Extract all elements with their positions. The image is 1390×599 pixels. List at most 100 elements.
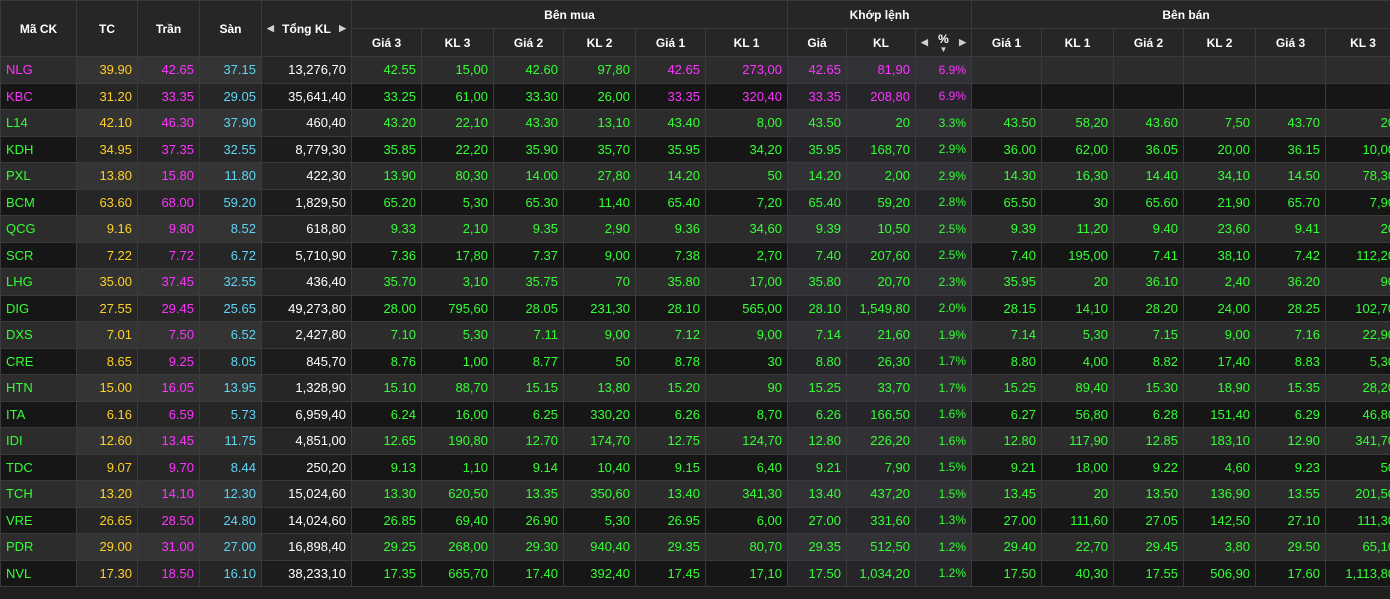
total-volume-cell: 422,30 <box>261 162 352 190</box>
header-sell-col[interactable]: KL 1 <box>1041 28 1115 57</box>
ask-volume-cell: 24,00 <box>1183 294 1257 322</box>
header-match-pct[interactable]: ◀ % ▼ ▶ <box>914 28 973 57</box>
ask-volume-cell: 506,90 <box>1183 559 1257 587</box>
header-sell-col[interactable]: Giá 1 <box>971 28 1043 57</box>
bid-volume-cell: 80,70 <box>705 533 788 561</box>
floor-price-cell: 37.15 <box>199 56 262 84</box>
ask-price-cell: 7.15 <box>1113 321 1185 349</box>
table-row[interactable]: VRE 26.65 28.50 24.80 14,024,60 26.85 69,40 26.… <box>0 506 1390 534</box>
match-volume-cell: 26,30 <box>846 347 916 375</box>
total-volume-cell: 8,779,30 <box>261 135 352 163</box>
match-price-cell: 14.20 <box>787 162 847 190</box>
bid-price-cell: 7.38 <box>635 241 706 269</box>
ceiling-price-cell: 37.35 <box>137 135 200 163</box>
table-row[interactable]: NVL 17.30 18.50 16.10 38,233,10 17.35 665,70 17… <box>0 559 1390 587</box>
table-row[interactable]: L14 42.10 46.30 37.90 460,40 43.20 22,10 43.30 1… <box>0 109 1390 137</box>
ask-volume-cell: 4,00 <box>1041 347 1115 375</box>
header-match-vol[interactable]: KL <box>846 28 916 57</box>
symbol-cell: BCM <box>0 188 77 216</box>
ask-volume-cell <box>1325 82 1390 110</box>
match-volume-cell: 20,70 <box>846 268 916 296</box>
table-row[interactable]: CRE 8.65 9.25 8.05 845,70 8.76 1,00 8.77 50 8.78 3… <box>0 347 1390 375</box>
header-symbol[interactable]: Mã CK <box>0 0 77 57</box>
symbol-cell: KDH <box>0 135 77 163</box>
table-row[interactable]: HTN 15.00 16.05 13.95 1,328,90 15.10 88,70 15.1… <box>0 374 1390 402</box>
bid-price-cell: 9.35 <box>493 215 564 243</box>
bid-volume-cell: 69,40 <box>421 506 494 534</box>
table-row[interactable]: PDR 29.00 31.00 27.00 16,898,40 29.25 268,00 29… <box>0 533 1390 561</box>
bid-volume-cell: 8,00 <box>705 109 788 137</box>
header-buy-col[interactable]: Giá 1 <box>635 28 706 57</box>
table-row[interactable]: TDC 9.07 9.70 8.44 250,20 9.13 1,10 9.14 10,40 9.… <box>0 453 1390 481</box>
header-buy-col[interactable]: KL 3 <box>421 28 494 57</box>
header-buy-col[interactable]: Giá 2 <box>493 28 564 57</box>
bid-price-cell: 12.65 <box>351 427 422 455</box>
bid-price-cell: 8.78 <box>635 347 706 375</box>
table-row[interactable]: PXL 13.80 15.80 11.80 422,30 13.90 80,30 14.00 2… <box>0 162 1390 190</box>
ask-price-cell: 65.60 <box>1113 188 1185 216</box>
header-sell-col[interactable]: KL 3 <box>1325 28 1390 57</box>
pct-left-arrow-icon[interactable]: ◀ <box>921 37 928 47</box>
match-volume-cell: 10,50 <box>846 215 916 243</box>
table-row[interactable]: DIG 27.55 29.45 25.65 49,273,80 28.00 795,60 28… <box>0 294 1390 322</box>
ask-price-cell: 65.70 <box>1255 188 1327 216</box>
match-volume-cell: 2,00 <box>846 162 916 190</box>
ask-volume-cell: 111,30 <box>1325 506 1390 534</box>
header-sell-col[interactable]: Giá 3 <box>1255 28 1327 57</box>
table-row[interactable]: KDH 34.95 37.35 32.55 8,779,30 35.85 22,20 35.9… <box>0 135 1390 163</box>
match-volume-cell: 512,50 <box>846 533 916 561</box>
header-sell-col[interactable]: KL 2 <box>1183 28 1257 57</box>
match-price-cell: 35.80 <box>787 268 847 296</box>
ask-volume-cell: 1,113,80 <box>1325 559 1390 587</box>
header-buy-col[interactable]: KL 1 <box>705 28 788 57</box>
ceiling-price-cell: 42.65 <box>137 56 200 84</box>
ask-price-cell: 14.50 <box>1255 162 1327 190</box>
header-ceil[interactable]: Trần <box>137 0 200 57</box>
header-buy-col[interactable]: Giá 3 <box>351 28 422 57</box>
header-buy-col[interactable]: KL 2 <box>563 28 636 57</box>
table-row[interactable]: LHG 35.00 37.45 32.55 436,40 35.70 3,10 35.75 70… <box>0 268 1390 296</box>
bid-volume-cell: 11,40 <box>563 188 636 216</box>
ref-price-cell: 15.00 <box>76 374 138 402</box>
table-row[interactable]: DXS 7.01 7.50 6.52 2,427,80 7.10 5,30 7.11 9,00 7… <box>0 321 1390 349</box>
bid-price-cell: 28.05 <box>493 294 564 322</box>
table-row[interactable]: KBC 31.20 33.35 29.05 35,641,40 33.25 61,00 33.… <box>0 82 1390 110</box>
scroll-left-icon[interactable]: ◀ <box>267 23 274 33</box>
ask-price-cell: 8.80 <box>971 347 1043 375</box>
bid-price-cell: 15.15 <box>493 374 564 402</box>
ask-price-cell: 9.41 <box>1255 215 1327 243</box>
header-match-price[interactable]: Giá <box>787 28 847 57</box>
header-ref[interactable]: TC <box>76 0 138 57</box>
pct-right-arrow-icon[interactable]: ▶ <box>959 37 967 47</box>
floor-price-cell: 8.05 <box>199 347 262 375</box>
ask-volume-cell: 2,40 <box>1183 268 1257 296</box>
header-floor[interactable]: Sàn <box>199 0 262 57</box>
ask-price-cell: 29.40 <box>971 533 1043 561</box>
symbol-cell: PDR <box>0 533 77 561</box>
header-sell-col[interactable]: Giá 2 <box>1113 28 1185 57</box>
ask-price-cell: 7.41 <box>1113 241 1185 269</box>
bid-volume-cell: 795,60 <box>421 294 494 322</box>
table-row[interactable]: BCM 63.60 68.00 59.20 1,829,50 65.20 5,30 65.30… <box>0 188 1390 216</box>
table-row[interactable]: IDI 12.60 13.45 11.75 4,851,00 12.65 190,80 12.… <box>0 427 1390 455</box>
table-row[interactable]: ITA 6.16 6.59 5.73 6,959,40 6.24 16,00 6.25 330,… <box>0 400 1390 428</box>
sort-desc-icon[interactable]: ▼ <box>939 45 948 54</box>
total-volume-cell: 1,829,50 <box>261 188 352 216</box>
bid-price-cell: 29.35 <box>635 533 706 561</box>
table-row[interactable]: SCR 7.22 7.72 6.72 5,710,90 7.36 17,80 7.37 9,00… <box>0 241 1390 269</box>
total-volume-cell: 13,276,70 <box>261 56 352 84</box>
bid-volume-cell: 341,30 <box>705 480 788 508</box>
bid-volume-cell: 174,70 <box>563 427 636 455</box>
table-row[interactable]: TCH 13.20 14.10 12.30 15,024,60 13.30 620,50 13… <box>0 480 1390 508</box>
bid-volume-cell: 268,00 <box>421 533 494 561</box>
match-volume-cell: 226,20 <box>846 427 916 455</box>
ask-price-cell: 9.21 <box>971 453 1043 481</box>
bid-volume-cell: 13,80 <box>563 374 636 402</box>
header-total-vol[interactable]: ◀ Tổng KL ▶ <box>261 0 352 57</box>
ask-volume-cell: 3,80 <box>1183 533 1257 561</box>
bid-price-cell: 7.10 <box>351 321 422 349</box>
table-row[interactable]: NLG 39.90 42.65 37.15 13,276,70 42.55 15,00 42.… <box>0 56 1390 84</box>
table-row[interactable]: QCG 9.16 9.80 8.52 618,80 9.33 2,10 9.35 2,90 9.3… <box>0 215 1390 243</box>
scroll-right-icon[interactable]: ▶ <box>339 23 346 33</box>
bid-volume-cell: 2,90 <box>563 215 636 243</box>
